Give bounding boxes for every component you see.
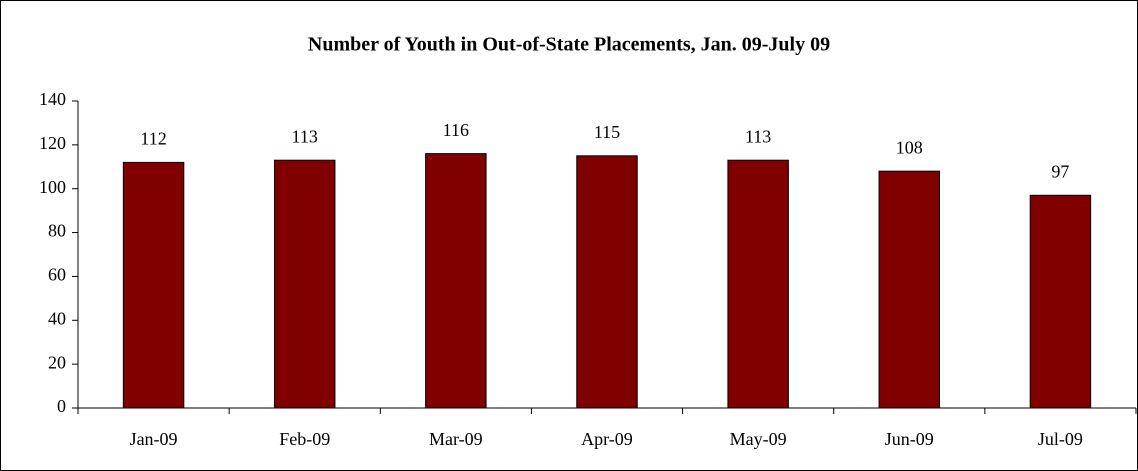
bar [425, 153, 487, 409]
bar [727, 159, 789, 409]
x-tick-label: Jan-09 [130, 429, 178, 449]
y-tick-label: 100 [39, 177, 66, 197]
data-label: 108 [896, 137, 923, 157]
x-tick-label: May-09 [730, 429, 787, 449]
x-tick-label: Apr-09 [581, 429, 633, 449]
data-label: 113 [292, 126, 318, 146]
y-tick-label: 40 [48, 308, 66, 328]
y-tick-label: 80 [48, 221, 66, 241]
bar [576, 155, 638, 409]
x-tick-label: Jul-09 [1038, 429, 1083, 449]
y-tick-label: 140 [39, 89, 66, 109]
bar [122, 161, 185, 409]
data-label: 113 [745, 126, 771, 146]
x-tick-label: Feb-09 [279, 429, 330, 449]
data-label: 116 [443, 120, 469, 140]
y-tick-label: 60 [48, 265, 66, 285]
y-tick-label: 120 [39, 133, 66, 153]
data-label: 112 [140, 129, 166, 149]
data-label: 115 [594, 122, 620, 142]
y-tick-label: 0 [57, 396, 66, 416]
bar [1029, 194, 1092, 409]
bar [273, 159, 336, 409]
chart-title: Number of Youth in Out-of-State Placemen… [308, 34, 830, 56]
bar [878, 170, 941, 409]
x-tick-label: Mar-09 [429, 429, 483, 449]
y-tick-label: 20 [48, 352, 66, 372]
data-label: 97 [1051, 161, 1069, 181]
x-tick-label: Jun-09 [885, 429, 934, 449]
